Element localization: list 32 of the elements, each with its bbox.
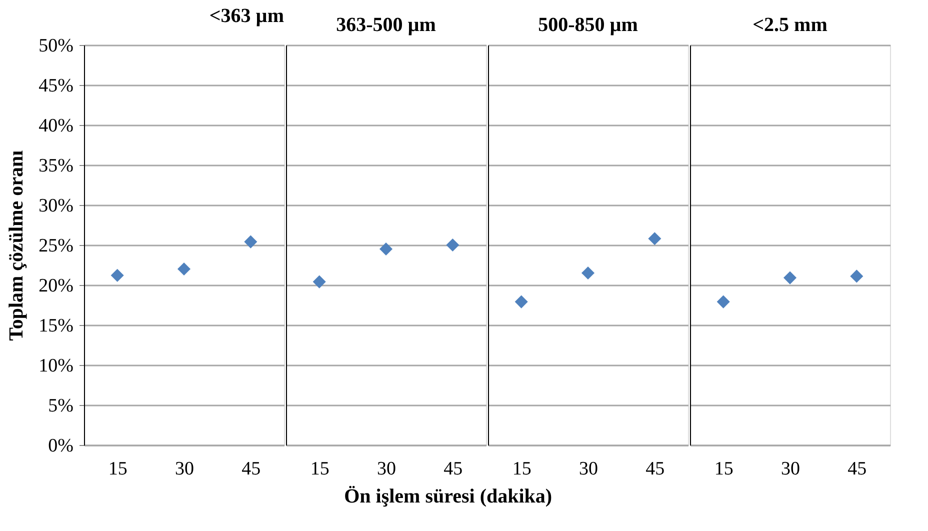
y-tick-label: 0% bbox=[48, 436, 74, 456]
x-tick-label: 30 bbox=[781, 458, 800, 480]
x-tick-label: 45 bbox=[444, 458, 463, 480]
x-tick-label: 15 bbox=[310, 458, 330, 480]
chart-title: 500-850 µm bbox=[538, 14, 638, 36]
x-tick-label: 45 bbox=[848, 458, 867, 480]
y-tick-label: 40% bbox=[38, 116, 74, 136]
point bbox=[110, 268, 124, 282]
y-tick-label: 45% bbox=[38, 76, 74, 96]
y-tick-label: 30% bbox=[38, 196, 74, 216]
y-tick-label: 5% bbox=[48, 396, 74, 416]
x-tick-label: 45 bbox=[646, 458, 665, 480]
y-tick-label: 35% bbox=[38, 156, 74, 176]
point bbox=[177, 262, 191, 276]
x-tick-label: 15 bbox=[512, 458, 532, 480]
y-tick-label: 15% bbox=[38, 316, 74, 336]
x-tick-label: 30 bbox=[579, 458, 598, 480]
chart-title: 363-500 µm bbox=[336, 14, 436, 36]
chart-title: <363 µm bbox=[209, 5, 284, 27]
y-tick-label: 20% bbox=[38, 276, 74, 296]
point bbox=[244, 235, 258, 248]
y-axis-title: Toplam çözülme oranı bbox=[6, 150, 28, 341]
x-tick-label: 45 bbox=[242, 458, 261, 480]
chart-title: <2.5 mm bbox=[752, 14, 828, 36]
x-axis-title: Ön işlem süresi (dakika) bbox=[344, 486, 552, 508]
x-tick-label: 15 bbox=[108, 458, 128, 480]
x-tick-label: 30 bbox=[175, 458, 194, 480]
x-tick-label: 30 bbox=[377, 458, 396, 480]
x-tick-label: 15 bbox=[714, 458, 734, 480]
y-tick-label: 50% bbox=[38, 36, 74, 56]
y-tick-label: 10% bbox=[38, 356, 74, 376]
y-tick-label: 25% bbox=[38, 236, 74, 256]
